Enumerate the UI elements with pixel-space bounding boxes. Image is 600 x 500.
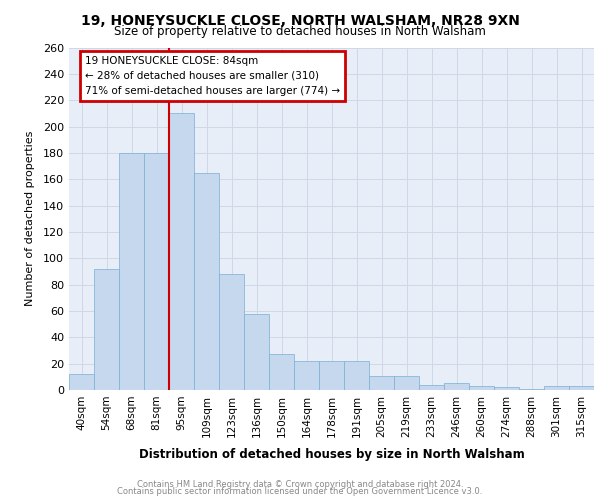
Bar	[419, 384, 444, 390]
Bar	[244, 314, 269, 390]
Bar	[544, 386, 569, 390]
Text: Contains public sector information licensed under the Open Government Licence v3: Contains public sector information licen…	[118, 488, 482, 496]
Bar	[469, 386, 494, 390]
Bar	[519, 388, 544, 390]
Bar	[369, 376, 394, 390]
Text: 19 HONEYSUCKLE CLOSE: 84sqm
← 28% of detached houses are smaller (310)
71% of se: 19 HONEYSUCKLE CLOSE: 84sqm ← 28% of det…	[85, 56, 340, 96]
Bar	[319, 361, 344, 390]
Bar	[194, 172, 219, 390]
Bar	[169, 114, 194, 390]
Text: Contains HM Land Registry data © Crown copyright and database right 2024.: Contains HM Land Registry data © Crown c…	[137, 480, 463, 489]
Bar	[569, 386, 594, 390]
Bar	[69, 374, 94, 390]
Bar	[94, 269, 119, 390]
Bar	[494, 388, 519, 390]
Bar	[144, 153, 169, 390]
Bar	[344, 361, 369, 390]
Bar	[269, 354, 294, 390]
Bar	[119, 153, 144, 390]
Bar	[444, 384, 469, 390]
Y-axis label: Number of detached properties: Number of detached properties	[25, 131, 35, 306]
X-axis label: Distribution of detached houses by size in North Walsham: Distribution of detached houses by size …	[139, 448, 524, 461]
Bar	[294, 361, 319, 390]
Bar	[219, 274, 244, 390]
Bar	[394, 376, 419, 390]
Text: Size of property relative to detached houses in North Walsham: Size of property relative to detached ho…	[114, 25, 486, 38]
Text: 19, HONEYSUCKLE CLOSE, NORTH WALSHAM, NR28 9XN: 19, HONEYSUCKLE CLOSE, NORTH WALSHAM, NR…	[80, 14, 520, 28]
